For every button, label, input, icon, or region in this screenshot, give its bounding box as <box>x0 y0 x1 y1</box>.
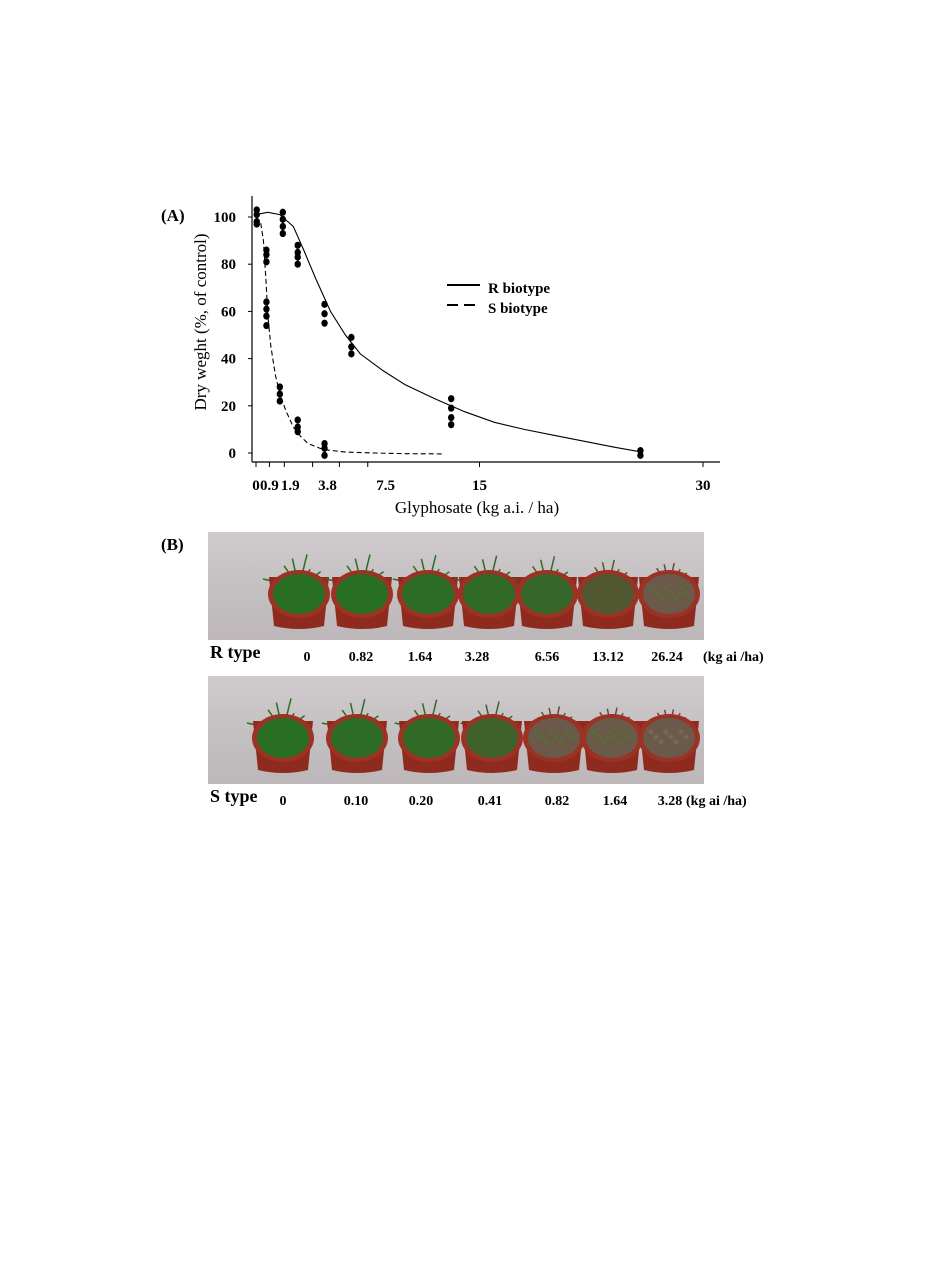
panel-a-label: (A) <box>161 206 185 225</box>
chart-legend: R biotype S biotype <box>447 281 550 317</box>
r-biotype-point <box>294 241 301 249</box>
r-type-label: R type <box>210 642 261 662</box>
s-dose-label: 0.41 <box>477 794 503 809</box>
r-pot <box>638 562 700 629</box>
y-tick-label: 80 <box>221 257 236 273</box>
x-tick-label: 7.5 <box>376 478 395 494</box>
r-pot <box>325 554 393 629</box>
y-tick-label: 60 <box>221 304 236 320</box>
s-biotype-point <box>276 390 284 398</box>
x-axis-label: Glyphosate (kg a.i. / ha) <box>395 498 559 517</box>
s-biotype-point <box>276 383 284 391</box>
s-biotype-point <box>263 298 270 306</box>
r-biotype-point <box>279 215 287 223</box>
r-biotype-point <box>294 253 301 261</box>
r-pot <box>262 554 330 629</box>
r-biotype-point <box>447 404 455 412</box>
s-biotype-point <box>276 397 284 405</box>
chart-points <box>253 206 644 459</box>
s-biotype-point <box>263 258 270 266</box>
r-dose-label: 0.82 <box>348 650 374 665</box>
r-type-photo <box>208 532 704 640</box>
r-pot <box>454 555 520 629</box>
r-biotype-point <box>348 350 355 358</box>
y-tick-label: 40 <box>221 352 236 368</box>
r-biotype-point <box>321 319 328 327</box>
r-pots-illustration <box>262 554 700 629</box>
r-biotype-point <box>637 451 644 459</box>
r-dose-label: 6.56 <box>534 650 560 665</box>
x-tick-label: 15 <box>472 478 487 494</box>
s-pot <box>523 706 585 773</box>
s-pots-illustration <box>246 698 700 773</box>
x-tick-label: 0 <box>252 478 260 494</box>
legend-label-s: S biotype <box>488 301 548 317</box>
s-biotype-point <box>263 321 270 330</box>
r-biotype-point <box>321 310 328 318</box>
s-dose-label: 0 <box>279 794 287 809</box>
s-pot <box>394 699 460 773</box>
s-pot <box>321 698 388 773</box>
r-biotype-point <box>294 260 301 268</box>
r-biotype-point <box>348 333 355 341</box>
s-pot <box>460 701 523 773</box>
legend-label-r: R biotype <box>488 281 550 297</box>
x-tick-label: 30 <box>696 478 711 494</box>
r-dose-label: 1.64 <box>407 650 433 665</box>
chart-axes: 0 20 40 60 80 100 0 15 30 0.9 1.9 3.8 7.5 <box>214 196 720 494</box>
y-axis-label: Dry weght (%, of control) <box>191 233 210 410</box>
s-unit-label: (kg ai /ha) <box>686 794 747 809</box>
s-type-label: S type <box>210 786 258 806</box>
r-dose-label: 13.12 <box>592 650 624 665</box>
y-tick-label: 100 <box>214 210 237 226</box>
dose-response-chart: 0 20 40 60 80 100 0 15 30 0.9 1.9 3.8 7.5 R biotype … <box>191 196 720 517</box>
r-biotype-curve <box>255 211 641 453</box>
s-dose-label: 0.10 <box>343 794 369 809</box>
y-tick-label: 20 <box>221 399 236 415</box>
r-biotype-point <box>447 414 455 422</box>
r-dose-label: 0 <box>303 650 311 665</box>
s-biotype-point <box>294 416 301 424</box>
r-pot <box>392 554 459 629</box>
r-biotype-point <box>321 300 328 308</box>
s-pot <box>638 709 700 773</box>
s-type-photo <box>208 676 704 784</box>
r-dose-label: 26.24 <box>651 650 683 665</box>
s-biotype-point <box>321 451 328 459</box>
r-dose-label: 3.28 <box>464 650 490 665</box>
r-pot <box>577 559 639 629</box>
s-dose-label: 1.64 <box>602 794 628 809</box>
s-biotype-point <box>253 218 260 226</box>
s-dose-label: 0.20 <box>408 794 434 809</box>
s-pot <box>246 698 314 773</box>
s-dose-label: 3.28 <box>657 794 683 809</box>
panel-b-label: (B) <box>161 535 184 554</box>
r-unit-label: (kg ai /ha) <box>703 650 764 665</box>
r-biotype-point <box>279 229 287 238</box>
s-dose-label: 0.82 <box>544 794 570 809</box>
r-pot <box>513 556 578 629</box>
y-tick-label: 0 <box>229 446 237 462</box>
s-biotype-point <box>263 305 270 313</box>
r-biotype-point <box>348 343 355 351</box>
s-biotype-point <box>294 428 301 436</box>
s-biotype-point <box>321 444 328 452</box>
s-biotype-point <box>253 206 260 214</box>
s-biotype-point <box>263 312 270 320</box>
x-tick-label: 0.9 <box>260 478 279 494</box>
r-biotype-point <box>447 421 455 429</box>
s-pot <box>581 707 643 773</box>
s-biotype-point <box>263 251 270 259</box>
r-biotype-point <box>447 395 455 403</box>
x-tick-label: 3.8 <box>318 478 337 494</box>
x-tick-label: 1.9 <box>281 478 300 494</box>
r-biotype-point <box>279 208 287 216</box>
r-biotype-point <box>279 222 287 231</box>
